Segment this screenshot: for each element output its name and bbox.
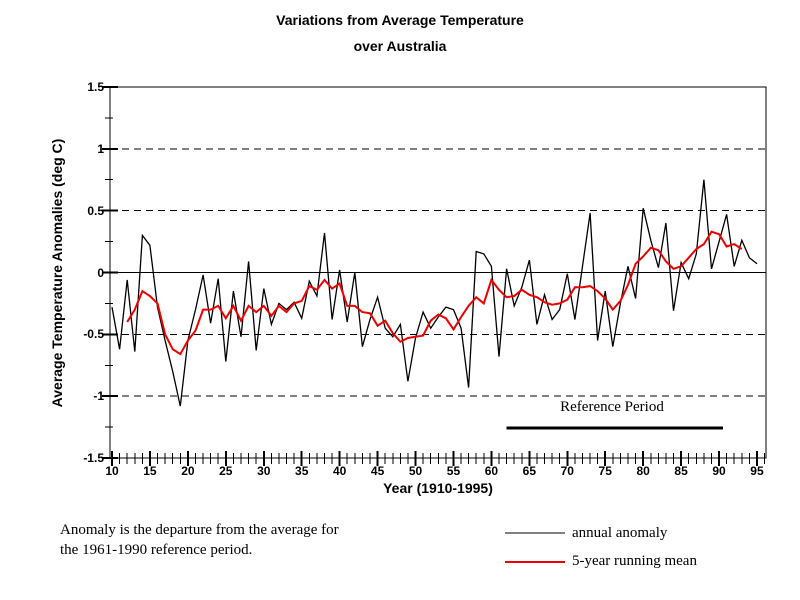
x-tick-label-45: 45	[370, 464, 385, 478]
footnote-line1: Anomaly is the departure from the averag…	[60, 522, 339, 538]
x-tick-label-60: 60	[484, 464, 499, 478]
y-tick-label-0: 0	[97, 265, 104, 280]
x-tick-label-55: 55	[446, 464, 461, 478]
x-tick-label-40: 40	[332, 464, 347, 478]
y-tick-label--0.5: -0.5	[83, 327, 104, 342]
x-tick-label-95: 95	[750, 464, 764, 478]
x-tick-label-25: 25	[219, 464, 233, 478]
reference-period-label: Reference Period	[560, 399, 664, 415]
x-tick-label-15: 15	[143, 464, 157, 478]
x-tick-label-75: 75	[598, 464, 612, 478]
y-tick-label-0.5: 0.5	[87, 203, 104, 218]
chart-title-line1: Variations from Average Temperature	[276, 12, 524, 28]
y-tick-label--1: -1	[93, 389, 104, 404]
x-tick-label-10: 10	[105, 464, 119, 478]
y-tick-label-1: 1	[97, 141, 104, 156]
series-5-year-running-mean	[126, 230, 743, 356]
legend-label-annual-anomaly: annual anomaly	[572, 525, 668, 541]
y-tick-label-1.5: 1.5	[87, 79, 104, 94]
x-tick-label-35: 35	[295, 464, 309, 478]
legend-label-running-mean: 5-year running mean	[572, 553, 697, 569]
x-tick-label-20: 20	[181, 464, 195, 478]
series-annual-anomaly	[111, 179, 758, 407]
x-tick-label-90: 90	[712, 464, 726, 478]
x-tick-label-70: 70	[560, 464, 574, 478]
chart-title-line2: over Australia	[353, 38, 447, 54]
x-axis-label: Year (1910-1995)	[383, 480, 493, 496]
y-tick-label--1.5: -1.5	[83, 451, 104, 465]
footnote-line2: the 1961-1990 reference period.	[60, 542, 253, 558]
x-tick-label-80: 80	[636, 464, 650, 478]
x-tick-label-65: 65	[522, 464, 537, 478]
x-tick-label-50: 50	[408, 464, 423, 478]
x-tick-label-85: 85	[674, 464, 688, 478]
x-tick-label-30: 30	[257, 464, 271, 478]
